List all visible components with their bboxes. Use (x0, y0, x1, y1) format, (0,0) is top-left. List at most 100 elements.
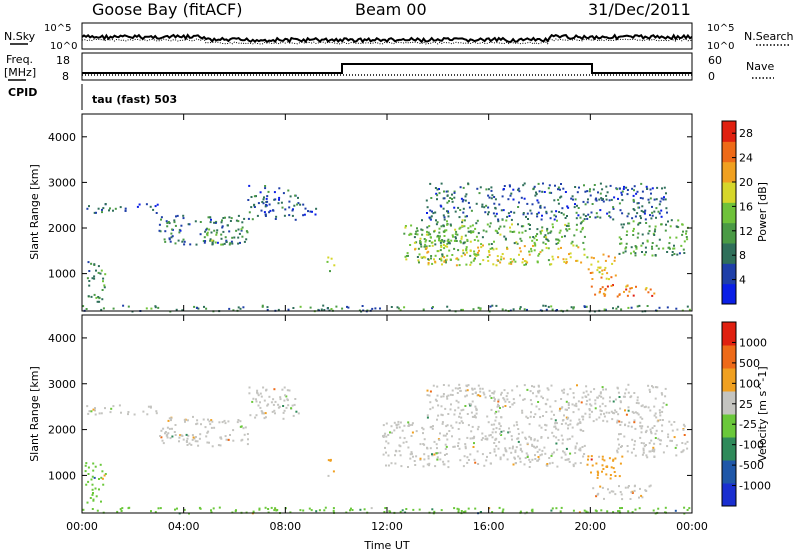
power-colorbar-swatch-6 (722, 161, 736, 183)
power-colorbar-label: Power [dB] (756, 182, 769, 242)
frequency-strip: Freq. [MHz] 18 8 60 0 Nave (4, 52, 774, 83)
velocity-xtick-label-5: 20:00 (574, 520, 606, 533)
power-region-1 (86, 203, 159, 214)
velocity-region-9 (592, 484, 652, 501)
power-colorbar-tick-label-1: 8 (739, 249, 746, 262)
velocity-xtick-label-2: 08:00 (269, 520, 301, 533)
velocity-panel: 1000 2000 3000 4000 00:00 04:00 08:00 12:00 16:… (28, 314, 771, 533)
date-title: 31/Dec/2011 (588, 0, 691, 19)
velocity-colorbar-tick-label-1: 500 (739, 357, 760, 370)
velocity-colorbar-swatch-2 (722, 437, 736, 461)
velocity-region-3 (248, 386, 300, 420)
noise-tick-left-top: 10^5 (44, 23, 71, 34)
velocity-colorbar-tick-label-2: 100 (739, 377, 760, 390)
velocity-colorbar-frame (721, 321, 737, 507)
cpid-strip: CPID tau (fast) 503 (8, 84, 177, 110)
cpid-value: tau (fast) 503 (92, 93, 177, 106)
velocity-colorbar-tick-label-4: -25 (739, 418, 757, 431)
power-colorbar-tick-label-4: 20 (739, 176, 753, 189)
velocity-region-0 (84, 462, 107, 504)
noise-tick-right-top: 10^5 (707, 23, 734, 34)
power-region-12 (586, 253, 617, 281)
power-panel: 1000 2000 3000 4000 Slant Range [km] 4 8 12 16… (28, 113, 769, 313)
velocity-colorbar-swatch-1 (722, 460, 736, 484)
power-colorbar-swatch-3 (722, 222, 736, 244)
power-region-10 (413, 219, 586, 246)
nave-tick-top: 60 (708, 54, 722, 67)
power-region-2 (158, 214, 249, 246)
power-x-tick-marks (81, 114, 693, 311)
power-colorbar-swatch-4 (722, 202, 736, 224)
velocity-xtick-label-0: 00:00 (66, 520, 98, 533)
power-colorbar-tick-label-6: 28 (739, 127, 753, 140)
velocity-x-ticks: 00:00 04:00 08:00 12:00 16:00 20:00 00:00 (66, 315, 708, 533)
velocity-region-1 (86, 404, 158, 416)
velocity-colorbar-swatch-0 (722, 483, 736, 507)
station-title: Goose Bay (fitACF) (92, 0, 242, 19)
velocity-y-ticks: 1000 2000 3000 4000 (48, 332, 692, 482)
freq-tick-top: 18 (56, 54, 70, 67)
noise-tick-left-bottom: 10^0 (50, 41, 77, 52)
velocity-xtick-label-6: 00:00 (676, 520, 708, 533)
velocity-region-6 (382, 420, 586, 469)
velocity-region-4 (327, 458, 335, 477)
velocity-xtick-label-1: 04:00 (168, 520, 200, 533)
power-ytick-label-0: 1000 (48, 268, 76, 281)
velocity-xtick-label-4: 16:00 (473, 520, 505, 533)
power-region-5 (299, 203, 318, 217)
nsearch-line (81, 38, 693, 45)
nave-label: Nave (746, 60, 774, 73)
power-ylabel: Slant Range [km] (28, 164, 41, 260)
power-colorbar-swatch-1 (722, 263, 736, 285)
freq-tick-bottom: 8 (62, 70, 69, 83)
velocity-ytick-label-2: 3000 (48, 378, 76, 391)
velocity-colorbar-tick-label-0: 1000 (739, 336, 767, 349)
nsky-label: N.Sky (4, 30, 36, 43)
power-region-11 (425, 182, 668, 221)
velocity-colorbar-tick-label-6: -500 (739, 459, 764, 472)
power-region-13 (590, 284, 656, 298)
power-ytick-label-1: 2000 (48, 222, 76, 235)
velocity-ytick-label-1: 2000 (48, 424, 76, 437)
power-region-6 (326, 256, 336, 273)
power-region-0 (86, 261, 107, 303)
beam-title: Beam 00 (355, 0, 427, 19)
power-colorbar: 4 8 12 16 20 24 28 (721, 120, 753, 305)
velocity-colorbar-tick-label-5: -100 (739, 439, 764, 452)
power-colorbar-swatch-8 (722, 121, 736, 142)
velocity-region-10 (616, 420, 689, 459)
power-region-14 (618, 219, 689, 257)
power-colorbar-swatch-7 (722, 141, 736, 163)
power-ytick-label-2: 3000 (48, 176, 76, 189)
velocity-colorbar-swatch-3 (722, 414, 736, 438)
x-axis-label: Time UT (363, 539, 409, 552)
power-heatmap (82, 182, 691, 313)
power-colorbar-tick-label-2: 12 (739, 225, 753, 238)
velocity-colorbar-label: Velocity [m s^-1] (756, 366, 769, 461)
power-y-ticks: 1000 2000 3000 4000 (48, 131, 692, 281)
power-region-9 (414, 244, 586, 267)
velocity-ytick-label-3: 4000 (48, 332, 76, 345)
freq-unit-label: [MHz] (4, 66, 36, 79)
velocity-ylabel: Slant Range [km] (28, 366, 41, 462)
velocity-heatmap (82, 383, 691, 515)
velocity-colorbar: 1000 500 100 25 -25 -100 -500 -1000 (721, 321, 771, 507)
cpid-label: CPID (8, 86, 37, 99)
power-colorbar-swatch-0 (722, 283, 736, 305)
power-region-3 (204, 228, 244, 246)
velocity-colorbar-swatch-4 (722, 391, 736, 415)
velocity-region-8 (586, 455, 622, 480)
power-colorbar-swatch-5 (722, 182, 736, 203)
velocity-xtick-label-3: 12:00 (371, 520, 403, 533)
power-colorbar-swatch-2 (722, 243, 736, 264)
power-colorbar-tick-label-0: 4 (739, 274, 746, 287)
frequency-line (82, 63, 692, 74)
nsearch-label: N.Search (744, 30, 794, 43)
velocity-ytick-label-0: 1000 (48, 469, 76, 482)
freq-label: Freq. (6, 53, 33, 66)
nave-tick-bottom: 0 (708, 70, 715, 83)
power-region-4 (247, 184, 300, 221)
velocity-region-7 (426, 383, 668, 423)
nsky-line (81, 33, 693, 44)
